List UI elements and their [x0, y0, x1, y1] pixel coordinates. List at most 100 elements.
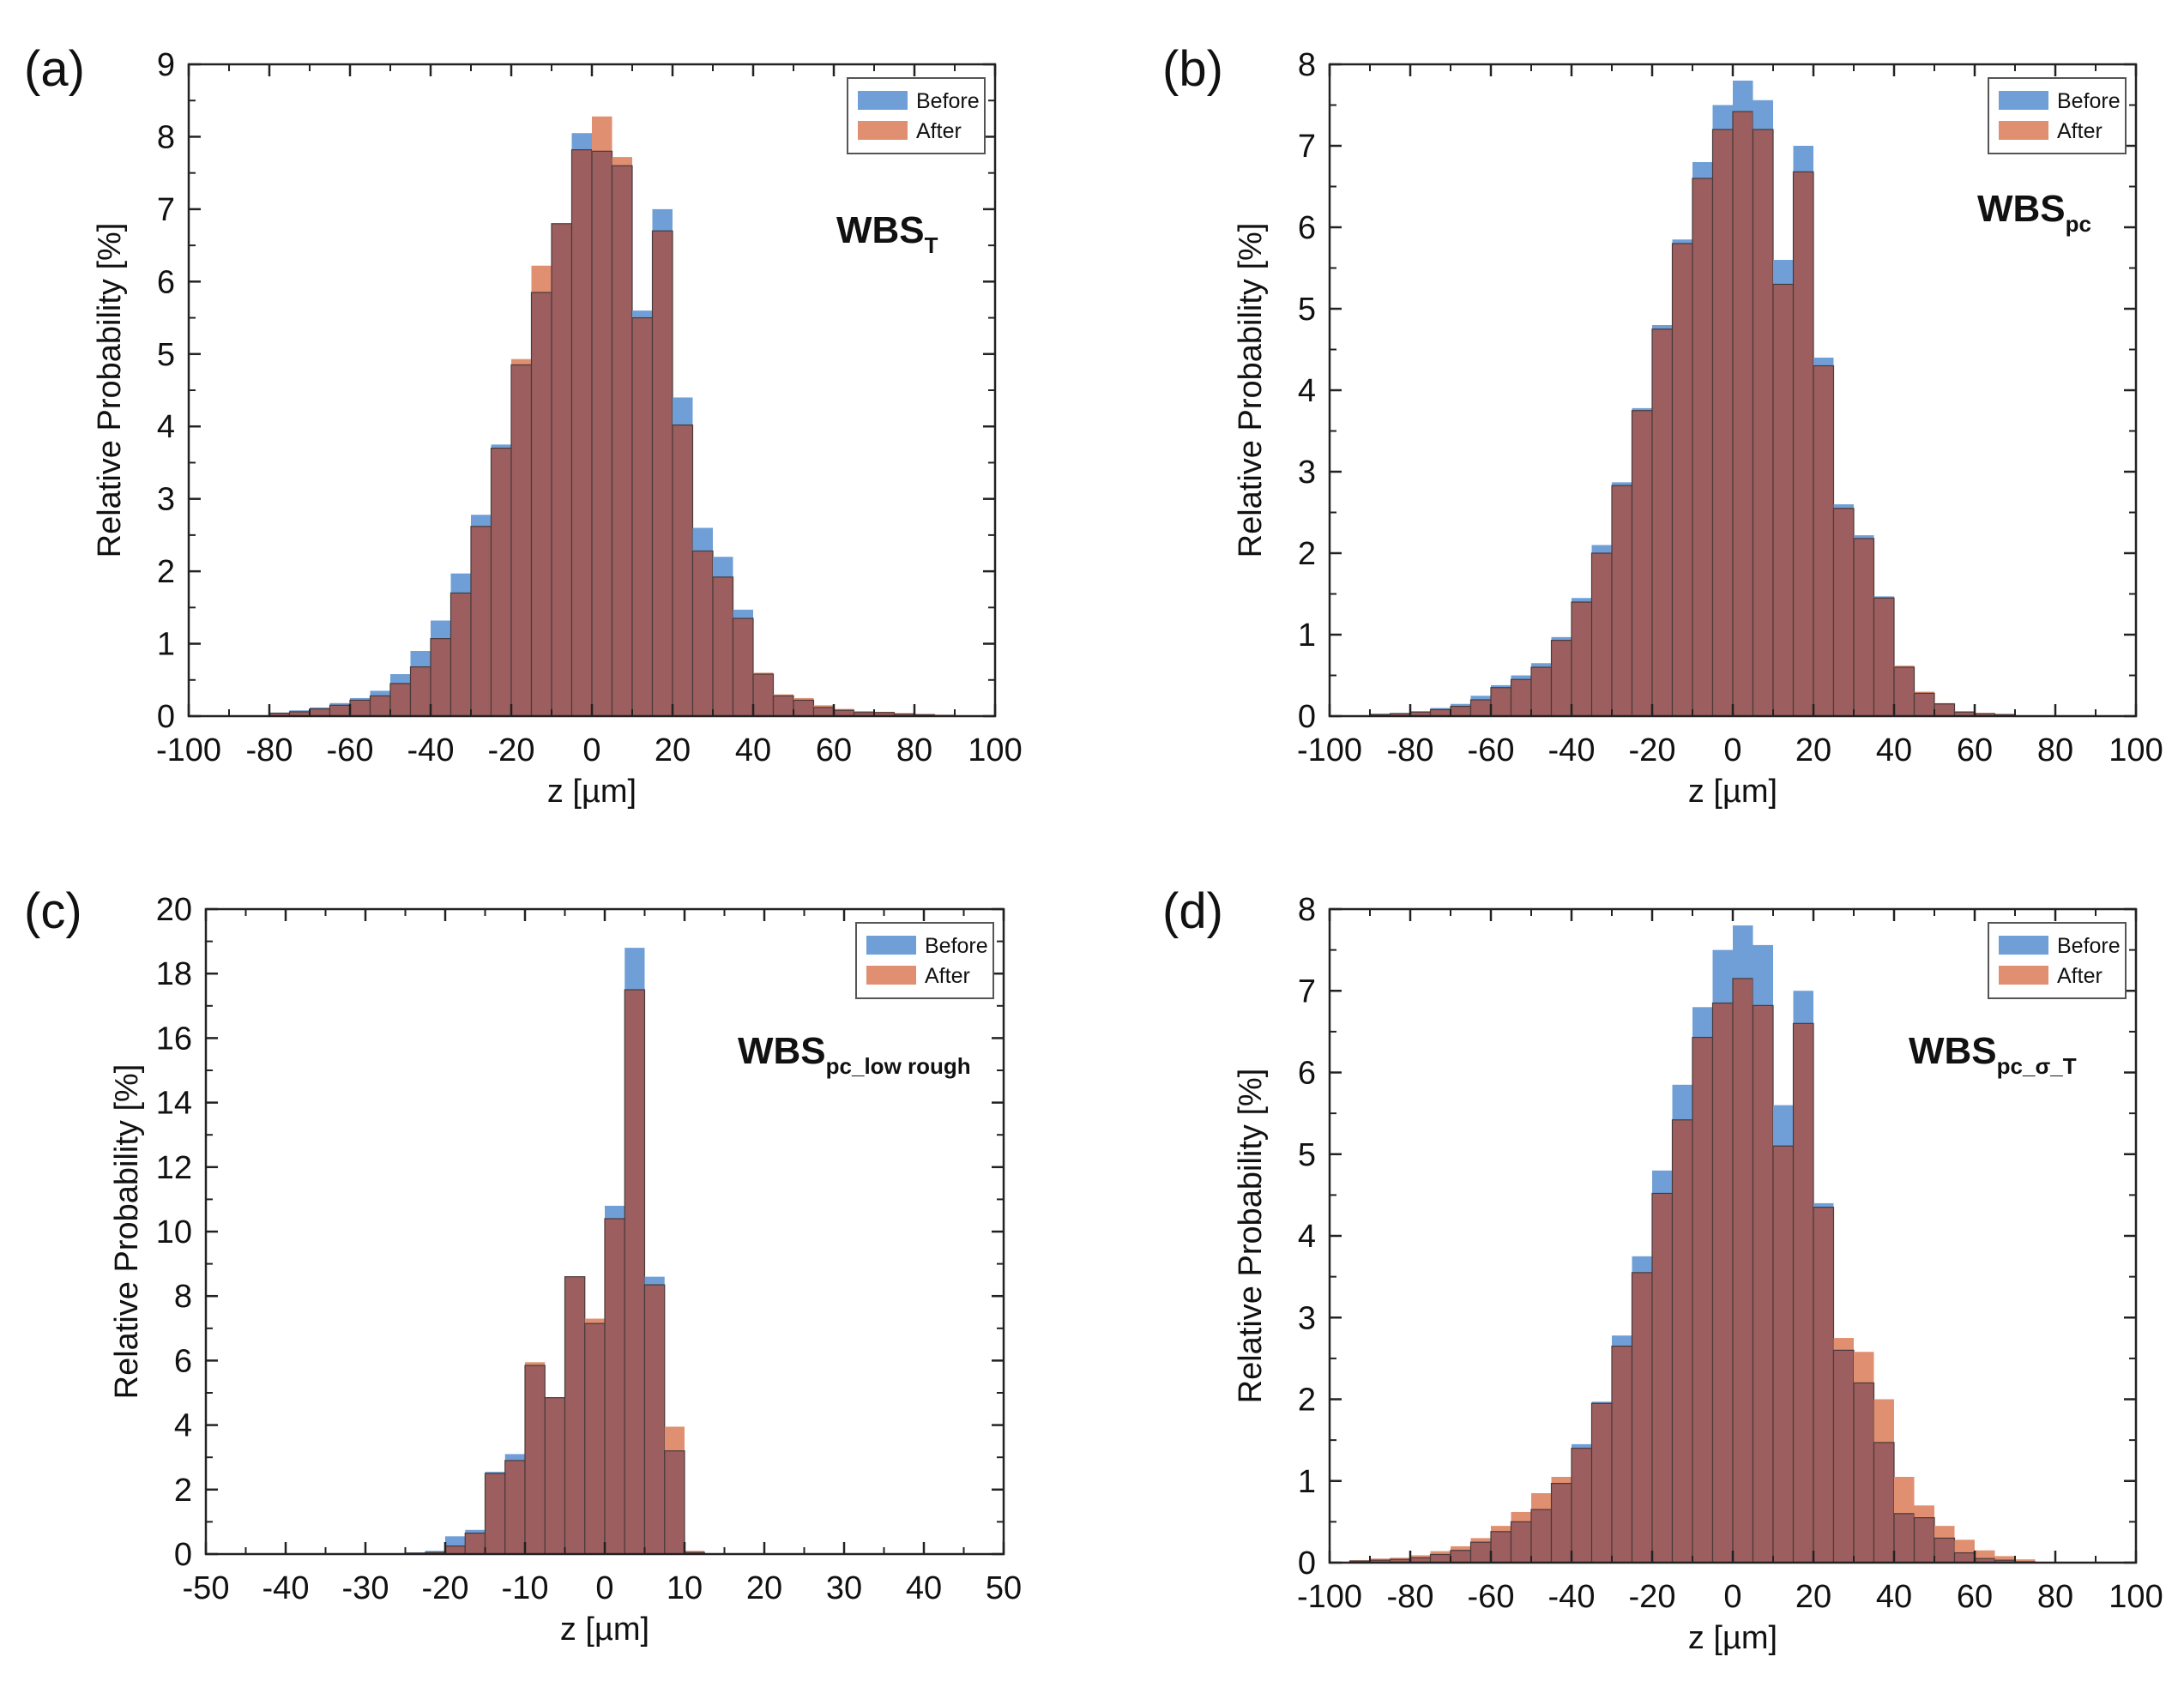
bar-overlap — [1813, 365, 1835, 717]
bar-overlap — [490, 447, 512, 717]
bar-overlap — [584, 1322, 606, 1555]
legend-label-after: After — [2057, 119, 2103, 143]
x-tick-label: 0 — [582, 732, 600, 768]
y-tick-label: 7 — [1298, 129, 1316, 165]
x-tick-label: 80 — [2037, 1579, 2073, 1615]
y-tick-label: 8 — [174, 1279, 192, 1315]
y-tick-label: 5 — [157, 337, 175, 373]
panel-annotation: WBSpc_σ_T — [1909, 1030, 2077, 1079]
y-tick-label: 8 — [157, 119, 175, 155]
y-tick-label: 6 — [1298, 210, 1316, 246]
legend: Before After — [847, 77, 986, 154]
y-tick-label: 2 — [174, 1473, 192, 1509]
bar-overlap — [1611, 485, 1633, 717]
x-tick-label: 100 — [2109, 1579, 2163, 1615]
x-tick-label: 10 — [667, 1570, 703, 1606]
panel-letter: (c) — [24, 883, 82, 939]
legend-swatch-before — [1999, 91, 2048, 110]
y-tick-label: 0 — [1298, 699, 1316, 735]
x-tick-label: -30 — [342, 1570, 389, 1606]
bar-overlap — [1490, 687, 1512, 717]
x-tick-label: -60 — [1468, 1579, 1515, 1615]
bar-overlap — [464, 1532, 486, 1555]
bar-overlap — [1934, 703, 1956, 717]
y-tick-label: 1 — [157, 627, 175, 663]
bar-overlap — [1813, 1207, 1835, 1563]
x-axis-label: z [µm] — [560, 1612, 649, 1648]
x-tick-label: -60 — [327, 732, 374, 768]
bar-overlap — [664, 1450, 685, 1555]
legend: Before After — [1988, 922, 2127, 999]
x-tick-label: 40 — [1876, 732, 1912, 768]
y-tick-label: 3 — [1298, 455, 1316, 491]
bar-overlap — [1853, 538, 1875, 717]
bar-overlap — [449, 592, 472, 717]
x-tick-label: -40 — [262, 1570, 310, 1606]
bar-overlap — [1469, 1541, 1492, 1563]
bar-overlap — [712, 576, 734, 717]
x-tick-label: 30 — [826, 1570, 862, 1606]
legend-label-before: Before — [925, 934, 988, 958]
x-tick-label: 60 — [1957, 1579, 1993, 1615]
bar-overlap — [544, 1397, 566, 1555]
x-tick-label: 60 — [816, 732, 852, 768]
bar-overlap — [309, 708, 331, 717]
bar-overlap — [369, 695, 391, 717]
bar-overlap — [1732, 978, 1754, 1563]
x-tick-label: -40 — [1548, 732, 1596, 768]
x-tick-label: 100 — [2109, 732, 2163, 768]
y-tick-label: 6 — [174, 1343, 192, 1379]
y-tick-label: 18 — [156, 956, 192, 992]
bar-overlap — [1590, 552, 1613, 717]
bar-overlap — [1631, 410, 1653, 717]
y-tick-label: 1 — [1298, 618, 1316, 654]
bar-overlap — [1651, 328, 1674, 717]
bar-overlap — [812, 707, 835, 717]
bar-overlap — [1571, 601, 1593, 717]
x-axis-label: z [µm] — [1688, 774, 1777, 810]
bar-overlap — [624, 989, 646, 1555]
y-tick-label: 14 — [156, 1086, 192, 1122]
legend-swatch-after — [866, 966, 916, 985]
x-tick-label: 0 — [1723, 1579, 1741, 1615]
x-tick-label: -100 — [156, 732, 221, 768]
bar-overlap — [1893, 666, 1916, 717]
bar-overlap — [631, 316, 654, 717]
y-tick-label: 4 — [1298, 1219, 1316, 1255]
chart-panel-0: (a) -100 -80 -60 -40 -20 0 20 40 60 80 100 0 1 2 3 4 5 6 7 8… — [24, 41, 1023, 810]
x-tick-label: -10 — [502, 1570, 549, 1606]
x-tick-label: 40 — [906, 1570, 942, 1606]
x-tick-label: 50 — [986, 1570, 1022, 1606]
x-tick-label: 80 — [896, 732, 932, 768]
bar-overlap — [1772, 1145, 1795, 1563]
legend-label-after: After — [2057, 964, 2103, 988]
chart-panel-2: (c) -50 -40 -30 -20 -10 0 10 20 30 40 50 0 2 4 6 8 10 12 14… — [24, 883, 1022, 1648]
x-tick-label: 0 — [595, 1570, 613, 1606]
bar-overlap — [1510, 678, 1532, 717]
bar-overlap — [1832, 508, 1855, 717]
panel-annotation: WBST — [836, 209, 938, 258]
bar-overlap — [1692, 1036, 1714, 1563]
x-tick-label: -80 — [1387, 732, 1434, 768]
bar-overlap — [389, 683, 412, 717]
bar-overlap — [732, 618, 754, 717]
legend: Before After — [855, 922, 994, 999]
bar-overlap — [1671, 1119, 1693, 1563]
x-tick-label: -40 — [407, 732, 455, 768]
bar-overlap — [1873, 1442, 1895, 1563]
chart-panel-3: (d) -100 -80 -60 -40 -20 0 20 40 60 80 100 0 1 2 3 4 5 6 7 8… — [1162, 883, 2163, 1656]
legend-label-before: Before — [916, 89, 980, 113]
y-tick-label: 0 — [1298, 1545, 1316, 1582]
x-tick-label: -20 — [1629, 1579, 1676, 1615]
x-tick-label: 40 — [1876, 1579, 1912, 1615]
bar-overlap — [1752, 129, 1774, 717]
x-tick-label: 0 — [1723, 732, 1741, 768]
y-tick-label: 16 — [156, 1021, 192, 1057]
bar-overlap — [1792, 171, 1814, 717]
legend-swatch-before — [866, 936, 916, 955]
panel-letter: (a) — [24, 41, 85, 97]
y-tick-label: 4 — [1298, 373, 1316, 409]
bar-overlap — [349, 699, 371, 717]
y-tick-label: 3 — [157, 482, 175, 518]
